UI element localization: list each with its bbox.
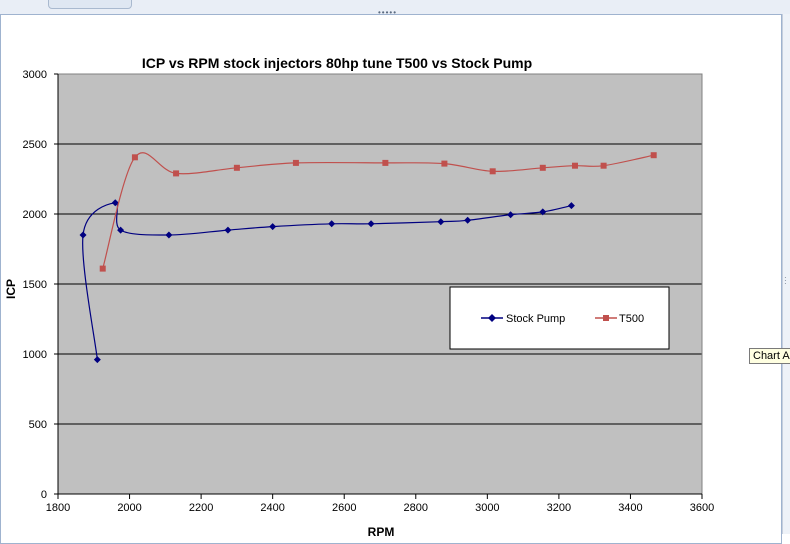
- data-point-stock-pump: [269, 223, 277, 231]
- data-point-t500: [292, 159, 299, 166]
- data-point-t500: [233, 164, 240, 171]
- x-tick-label: 3200: [547, 502, 571, 514]
- data-point-t500: [382, 159, 389, 166]
- legend-item-t500: T500: [595, 313, 644, 325]
- x-tick-label: 2000: [117, 502, 141, 514]
- y-tick-label: 2500: [23, 139, 47, 151]
- legend-marker-stock-pump: [488, 314, 496, 322]
- data-point-stock-pump: [79, 231, 87, 239]
- x-tick-label: 2800: [404, 502, 428, 514]
- data-point-stock-pump: [437, 218, 445, 226]
- y-tick-label: 1500: [23, 279, 47, 291]
- y-tick-label: 2000: [23, 209, 47, 221]
- data-point-t500: [441, 160, 448, 167]
- y-tick-label: 0: [41, 489, 47, 501]
- y-axis-label: ICP: [4, 279, 18, 299]
- data-point-stock-pump: [117, 226, 125, 234]
- splitter-grip-icon[interactable]: •••••: [378, 8, 398, 17]
- vertical-scrollbar[interactable]: [782, 14, 790, 534]
- data-point-t500: [600, 162, 607, 169]
- x-tick-label: 2400: [260, 502, 284, 514]
- data-point-stock-pump: [507, 211, 515, 219]
- legend[interactable]: Stock Pump T500: [449, 286, 670, 350]
- chart-title: ICP vs RPM stock injectors 80hp tune T50…: [142, 55, 532, 71]
- x-tick-label: 2200: [189, 502, 213, 514]
- scroll-grip-icon[interactable]: · · ·: [784, 273, 787, 288]
- data-point-stock-pump: [567, 202, 575, 210]
- data-point-t500: [173, 170, 180, 177]
- data-point-stock-pump: [539, 208, 547, 216]
- legend-item-stock-pump: Stock Pump: [481, 313, 565, 325]
- y-tick-label: 3000: [23, 69, 47, 81]
- legend-label-stock-pump: Stock Pump: [506, 313, 565, 325]
- data-point-stock-pump: [224, 226, 232, 234]
- chart-area[interactable]: ICP vs RPM stock injectors 80hp tune T50…: [0, 14, 782, 544]
- x-tick-label: 1800: [46, 502, 70, 514]
- x-tick-label: 2600: [332, 502, 356, 514]
- data-point-stock-pump: [328, 220, 336, 228]
- y-tick-label: 1000: [23, 349, 47, 361]
- data-point-stock-pump: [367, 220, 375, 228]
- data-point-t500: [489, 168, 496, 175]
- data-point-t500: [650, 152, 657, 159]
- data-point-t500: [571, 162, 578, 169]
- plot-area: 0 500 1000 1500 2000 2500 3000 1800 2000 2200 2400…: [23, 69, 715, 514]
- legend-label-t500: T500: [619, 313, 644, 325]
- data-point-stock-pump: [111, 199, 119, 207]
- chart-tooltip: Chart A: [749, 348, 790, 364]
- data-point-t500: [99, 265, 106, 272]
- x-tick-label: 3000: [475, 502, 499, 514]
- x-tick-label: 3400: [618, 502, 642, 514]
- ribbon-tab[interactable]: [48, 0, 132, 9]
- x-axis-label: RPM: [368, 525, 395, 539]
- legend-marker-t500: [603, 315, 609, 321]
- data-point-t500: [539, 164, 546, 171]
- data-point-stock-pump: [464, 216, 472, 224]
- data-point-stock-pump: [93, 356, 101, 364]
- x-tick-label: 3600: [690, 502, 714, 514]
- data-point-t500: [131, 154, 138, 161]
- y-tick-label: 500: [29, 419, 47, 431]
- data-point-stock-pump: [165, 231, 173, 239]
